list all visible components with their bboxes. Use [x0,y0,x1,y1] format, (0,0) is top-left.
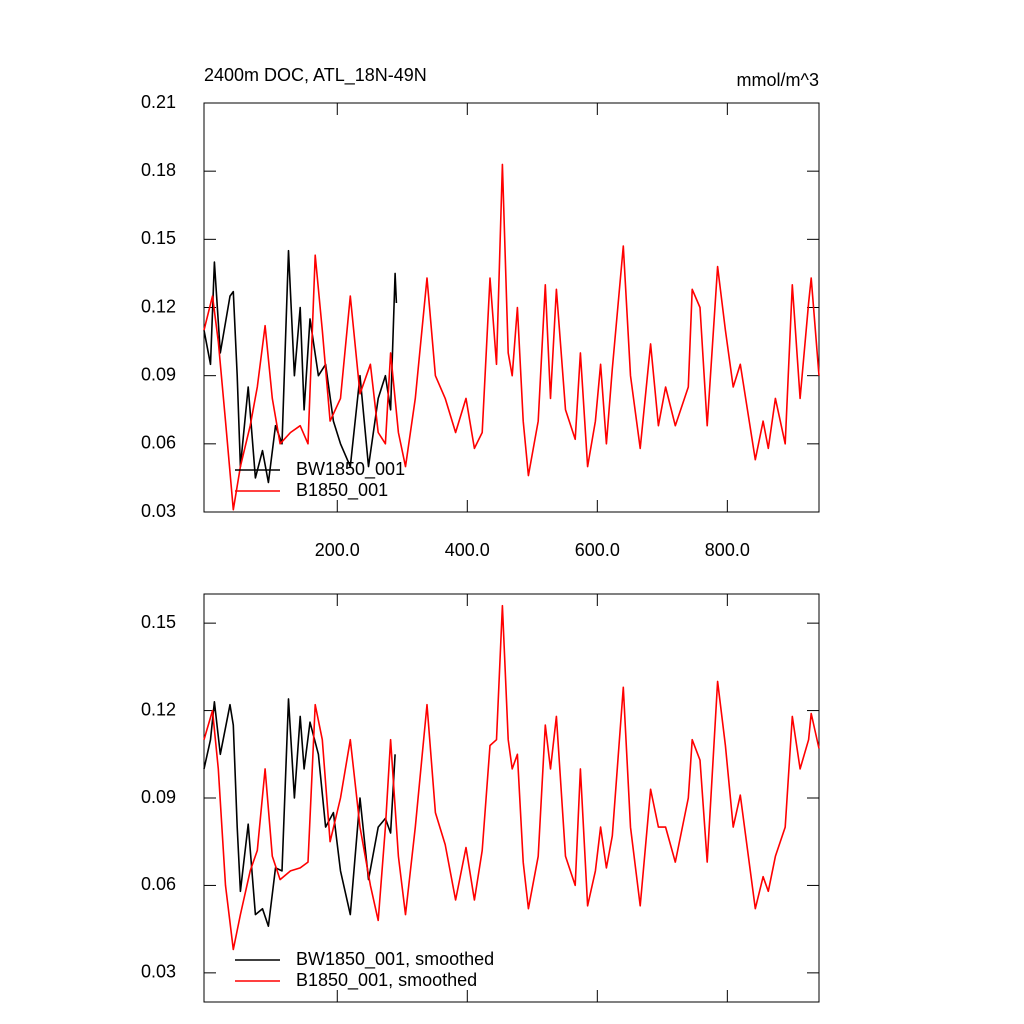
legend-label: B1850_001 [296,480,388,501]
x-tick-label: 400.0 [445,540,490,560]
legend-label: BW1850_001, smoothed [296,949,494,970]
x-tick-label: 600.0 [575,540,620,560]
y-tick-label: 0.09 [141,364,176,384]
plot-frame [203,102,820,513]
y-tick-label: 0.06 [141,874,176,894]
x-tick-label: 200.0 [315,540,360,560]
data-line [203,249,398,484]
units-label: mmol/m^3 [737,70,819,90]
data-line [203,604,820,951]
legend-label: BW1850_001 [296,459,405,480]
y-tick-label: 0.03 [141,962,176,982]
y-tick-label: 0.15 [141,228,176,248]
y-tick-label: 0.21 [141,92,176,112]
y-tick-label: 0.09 [141,787,176,807]
chart-title: 2400m DOC, ATL_18N-49N [204,65,427,86]
x-tick-label: 800.0 [705,540,750,560]
y-tick-label: 0.12 [141,699,176,719]
y-tick-label: 0.15 [141,612,176,632]
legend-label: B1850_001, smoothed [296,970,477,991]
data-line [203,698,396,927]
data-line [203,163,820,511]
plot-frame [203,593,820,1003]
y-tick-label: 0.06 [141,433,176,453]
y-tick-label: 0.12 [141,296,176,316]
y-tick-label: 0.18 [141,160,176,180]
y-tick-label: 0.03 [141,501,176,521]
